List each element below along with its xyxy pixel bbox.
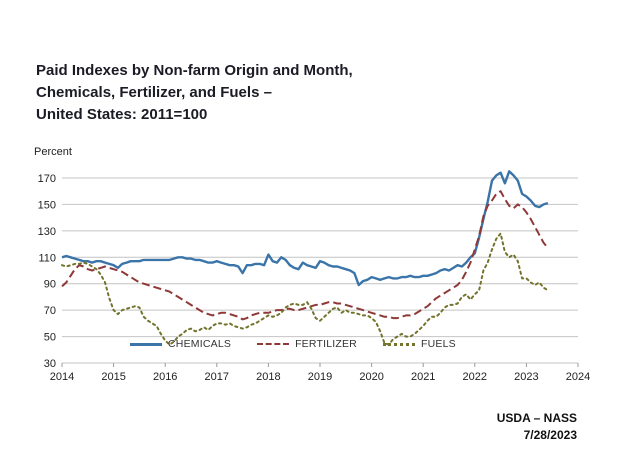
- source-attribution: USDA – NASS 7/28/2023: [497, 410, 577, 444]
- title-line-2: Chemicals, Fertilizer, and Fuels –: [36, 84, 272, 101]
- x-tick-label: 2016: [153, 371, 177, 382]
- legend-item-fuels: FUELS: [382, 338, 456, 350]
- x-tick-label: 2024: [566, 371, 590, 382]
- source-agency: USDA – NASS: [496, 411, 577, 425]
- chart-legend: CHEMICALS FERTILIZER FUELS: [130, 338, 456, 350]
- y-tick-label: 30: [44, 358, 56, 370]
- legend-label-chemicals: CHEMICALS: [168, 338, 232, 350]
- source-date: 7/28/2023: [523, 428, 577, 442]
- title-line-3: United States: 2011=100: [36, 106, 208, 123]
- fuels-line-swatch: [382, 342, 415, 346]
- chemicals-line-swatch: [130, 342, 162, 346]
- legend-label-fuels: FUELS: [420, 338, 456, 350]
- y-tick-label: 70: [44, 305, 56, 317]
- x-tick-label: 2022: [463, 371, 487, 382]
- y-tick-label: 50: [44, 332, 56, 344]
- series-chemicals: [61, 170, 549, 287]
- y-tick-label: 90: [44, 279, 56, 291]
- y-axis-label: Percent: [34, 146, 72, 158]
- x-tick-label: 2019: [308, 371, 332, 382]
- page-title: Paid Indexes by Non-farm Origin and Mont…: [36, 60, 353, 126]
- x-tick-label: 2018: [256, 371, 280, 382]
- x-tick-label: 2015: [101, 371, 125, 382]
- series-fertilizer: [61, 190, 549, 321]
- line-chart: 30 50 70 90 110 130 150 170 2014 2015 2016 2017 2018…: [38, 170, 590, 382]
- x-tick-label: 2021: [411, 371, 435, 382]
- title-line-1: Paid Indexes by Non-farm Origin and Mont…: [36, 62, 353, 79]
- x-tick-label: 2023: [514, 371, 538, 382]
- y-tick-label: 130: [38, 226, 56, 238]
- x-tick-label: 2020: [359, 371, 383, 382]
- legend-item-fertilizer: FERTILIZER: [257, 338, 357, 350]
- x-tick-label: 2017: [205, 371, 229, 382]
- fertilizer-line-swatch: [257, 343, 290, 345]
- y-tick-label: 110: [38, 252, 56, 264]
- legend-label-fertilizer: FERTILIZER: [295, 338, 357, 350]
- y-tick-label: 150: [38, 199, 56, 211]
- legend-item-chemicals: CHEMICALS: [130, 338, 231, 350]
- x-tick-label: 2014: [50, 371, 74, 382]
- y-tick-label: 170: [38, 173, 56, 185]
